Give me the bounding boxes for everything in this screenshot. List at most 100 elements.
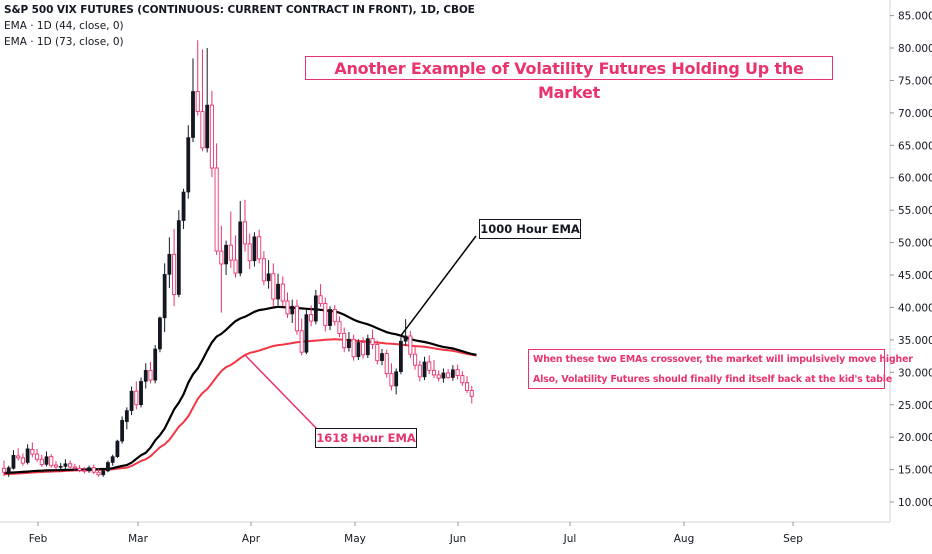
y-tick-label: 80.000 <box>898 43 932 55</box>
candle-body <box>261 258 266 282</box>
candle-body <box>436 374 441 379</box>
candle-body <box>68 463 73 468</box>
y-tick-label: 10.000 <box>898 497 932 509</box>
candle-body <box>143 370 148 382</box>
y-tick-label: 65.000 <box>898 140 932 152</box>
candle-body <box>148 369 153 381</box>
candle-body <box>35 453 40 460</box>
callout-lines <box>244 235 477 431</box>
candle-body <box>455 369 460 377</box>
y-tick-label: 85.000 <box>898 11 932 23</box>
y-tick-label: 20.000 <box>898 432 932 444</box>
candle-body <box>176 220 181 295</box>
candle-body <box>276 283 280 300</box>
y-tick-label: 40.000 <box>898 302 932 314</box>
candle-body <box>356 342 361 358</box>
candle-body <box>53 464 59 468</box>
ema-73-legend: EMA · 1D (73, close, 0) <box>4 36 124 48</box>
candle-body <box>181 191 186 221</box>
candle-body <box>252 236 257 262</box>
candle-body <box>337 321 342 334</box>
candle-body <box>25 448 30 463</box>
y-tick-label: 60.000 <box>898 173 932 185</box>
candle-body <box>16 455 21 459</box>
candle-body <box>167 253 172 275</box>
candle-body <box>1 467 7 473</box>
candle-body <box>224 244 228 265</box>
candle-body <box>63 463 68 467</box>
candle-body <box>233 259 238 274</box>
y-tick-label: 75.000 <box>898 75 932 87</box>
candle-body <box>247 243 252 262</box>
candle-body <box>82 469 87 472</box>
candle-body <box>380 353 384 361</box>
candle-body <box>115 440 120 457</box>
candle-body <box>328 309 332 326</box>
candle-body <box>214 167 219 252</box>
candle-body <box>375 343 380 362</box>
candle-body <box>347 338 351 348</box>
candle-body <box>6 467 11 474</box>
candle-body <box>441 372 446 379</box>
candle-body <box>158 317 162 350</box>
candle-body <box>228 244 233 261</box>
symbol-title: S&P 500 VIX FUTURES (CONTINUOUS: CURRENT… <box>4 4 475 16</box>
x-tick-label: Apr <box>242 533 261 545</box>
candle-body <box>39 458 44 465</box>
ema-44-legend: EMA · 1D (44, close, 0) <box>4 20 124 32</box>
candle-body <box>280 283 285 302</box>
candle-body <box>186 137 191 193</box>
candle-body <box>238 221 243 274</box>
candle-body <box>431 369 437 376</box>
candle-body <box>219 250 224 265</box>
label-1618-hour-ema: 1618 Hour EMA <box>315 428 417 448</box>
x-tick-label: Feb <box>29 533 48 545</box>
crossover-note: When these two EMAs crossover, the marke… <box>528 349 913 389</box>
candle-body <box>309 314 314 322</box>
candle-body <box>172 253 177 295</box>
candle-body <box>271 273 276 300</box>
candle-body <box>266 273 271 282</box>
candle-body <box>162 274 167 319</box>
y-tick-label: 50.000 <box>898 238 932 250</box>
candle-body <box>129 390 134 411</box>
candle-body <box>318 295 323 305</box>
candle-body <box>384 353 389 375</box>
candle-body <box>394 371 399 387</box>
candle-body <box>413 353 418 366</box>
y-tick-label: 25.000 <box>898 400 932 412</box>
candle-body <box>110 456 115 463</box>
y-tick-label: 30.000 <box>898 367 932 379</box>
candle-body <box>408 335 413 355</box>
candle-body <box>30 449 35 455</box>
candle-body <box>398 340 403 372</box>
candle-body <box>290 305 295 315</box>
x-tick-label: Mar <box>128 533 148 545</box>
note-line-2: Also, Volatility Futures should finally … <box>533 374 893 385</box>
ema-44-line <box>3 305 477 474</box>
candle-body <box>120 420 125 442</box>
candle-body <box>72 466 77 469</box>
candle-body <box>153 348 158 381</box>
callout-line-1618 <box>244 354 319 431</box>
candle-body <box>351 338 356 358</box>
ema-73-line <box>3 338 477 476</box>
candle-body <box>403 335 408 342</box>
candle-body <box>370 338 375 345</box>
candle-body <box>124 410 129 422</box>
candles <box>1 40 474 477</box>
candle-body <box>446 372 451 378</box>
chart-legend: S&P 500 VIX FUTURES (CONTINUOUS: CURRENT… <box>4 2 475 50</box>
y-tick-label: 55.000 <box>898 205 932 217</box>
candle-body <box>200 111 205 149</box>
candle-body <box>205 104 210 149</box>
candle-body <box>361 342 366 356</box>
candle-body <box>465 382 470 391</box>
candle-body <box>313 295 318 322</box>
candle-body <box>417 364 422 378</box>
candle-body <box>299 330 304 353</box>
candle-body <box>422 361 427 378</box>
